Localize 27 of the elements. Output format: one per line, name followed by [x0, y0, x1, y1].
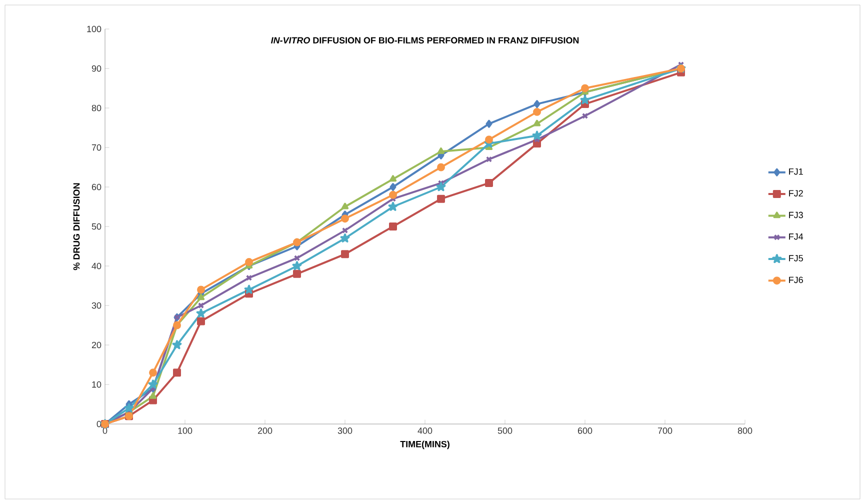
y-tick-label: 50 — [92, 223, 102, 230]
x-tick-label: 100 — [178, 428, 192, 434]
x-tick-label: 200 — [258, 428, 272, 434]
legend-label: FJ5 — [789, 255, 803, 262]
legend-label: FJ2 — [789, 190, 803, 196]
y-tick-label: 70 — [92, 144, 102, 151]
y-tick-label: 30 — [92, 302, 102, 309]
legend-label: FJ4 — [789, 234, 804, 240]
y-axis-title: % DRUG DIFFUSION — [73, 183, 80, 270]
y-tick-label: 100 — [87, 26, 102, 32]
x-tick-label: 800 — [738, 428, 752, 434]
y-tick-label: 80 — [92, 104, 102, 112]
x-tick-label: 600 — [578, 428, 592, 434]
y-tick-label: 90 — [92, 65, 102, 72]
x-tick-label: 500 — [498, 428, 512, 434]
y-tick-label: 60 — [92, 184, 102, 190]
y-tick-label: 20 — [92, 342, 102, 348]
legend-label: FJ6 — [789, 276, 803, 284]
legend-label: FJ1 — [789, 168, 803, 175]
y-tick-label: 10 — [92, 381, 102, 388]
y-tick-label: 40 — [92, 262, 102, 270]
x-tick-label: 300 — [338, 428, 352, 434]
legend-label: FJ3 — [789, 212, 803, 218]
x-tick-label: 400 — [418, 428, 432, 434]
x-axis-title: TIME(MINS) — [400, 440, 450, 450]
x-tick-label: 700 — [658, 428, 672, 434]
text: IN-VITRO DIFFUSION OF BIO-FILMS PERFORMED IN FRANZ DIFFUSION — [270, 37, 579, 44]
